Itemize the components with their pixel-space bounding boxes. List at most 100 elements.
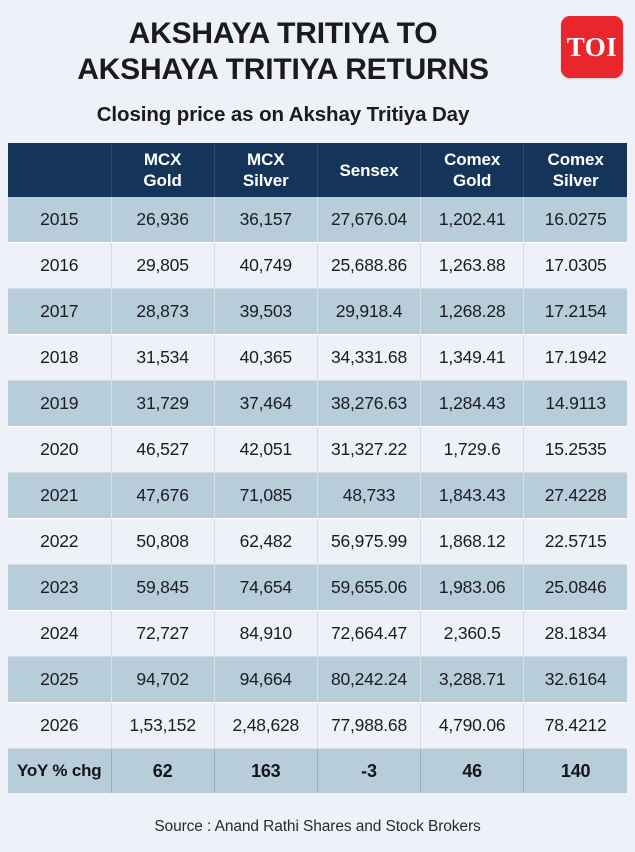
toi-logo-text: TOI — [566, 31, 618, 62]
cell-value: 1,868.12 — [420, 518, 525, 565]
cell-value: 29,805 — [111, 242, 215, 289]
cell-value: 14.9113 — [523, 380, 627, 427]
table-row: 2017 28,873 39,503 29,918.4 1,268.28 17.2154 — [8, 288, 627, 335]
table-row: 2026 1,53,152 2,48,628 77,988.68 4,790.06 78.… — [8, 702, 627, 749]
cell-total-value: 140 — [523, 748, 627, 793]
column-header-year — [8, 143, 112, 197]
cell-year: 2022 — [8, 518, 112, 565]
cell-value: 28,873 — [111, 288, 215, 335]
table-body: 2015 26,936 36,157 27,676.04 1,202.41 16.0275… — [8, 197, 627, 793]
cell-value: 25,688.86 — [317, 242, 422, 289]
cell-value: 40,365 — [214, 334, 318, 381]
cell-value: 17.2154 — [523, 288, 627, 335]
cell-value: 2,360.5 — [420, 610, 525, 657]
table-row: 2020 46,527 42,051 31,327.22 1,729.6 15.2535 — [8, 426, 627, 473]
table-row: 2021 47,676 71,085 48,733 1,843.43 27.4228 — [8, 472, 627, 519]
cell-year: 2019 — [8, 380, 112, 427]
cell-value: 1,983.06 — [420, 564, 525, 611]
cell-value: 22.5715 — [523, 518, 627, 565]
table-header-row: MCX Gold MCX Silver Sensex Comex Gold — [8, 143, 627, 197]
cell-value: 3,288.71 — [420, 656, 525, 703]
cell-value: 42,051 — [214, 426, 318, 473]
cell-value: 31,534 — [111, 334, 215, 381]
title-block: AKSHAYA TRITIYA TO AKSHAYA TRITIYA RETUR… — [18, 16, 548, 128]
cell-value: 34,331.68 — [317, 334, 422, 381]
table-row: 2016 29,805 40,749 25,688.86 1,263.88 17.0305 — [8, 242, 627, 289]
cell-value: 77,988.68 — [317, 702, 422, 749]
table-row: 2023 59,845 74,654 59,655.06 1,983.06 25.0846 — [8, 564, 627, 611]
page-title-line-1: AKSHAYA TRITIYA TO — [128, 17, 438, 50]
cell-value: 1,843.43 — [420, 472, 525, 519]
cell-value: 1,53,152 — [111, 702, 215, 749]
cell-value: 32.6164 — [523, 656, 627, 703]
column-header-sensex: Sensex — [317, 143, 422, 197]
column-header-mcx-silver-line1: MCX — [247, 150, 285, 169]
cell-value: 71,085 — [214, 472, 318, 519]
cell-year: 2023 — [8, 564, 112, 611]
cell-value: 78.4212 — [523, 702, 627, 749]
cell-value: 1,268.28 — [420, 288, 525, 335]
cell-value: 31,327.22 — [317, 426, 422, 473]
table-row: 2022 50,808 62,482 56,975.99 1,868.12 22.5715 — [8, 518, 627, 565]
column-header-mcx-gold-line1: MCX — [143, 150, 182, 169]
cell-year: 2016 — [8, 242, 112, 289]
column-header-comex-silver: Comex Silver — [523, 143, 627, 197]
cell-value: 1,349.41 — [420, 334, 525, 381]
cell-value: 17.0305 — [523, 242, 627, 289]
cell-value: 26,936 — [111, 197, 215, 243]
column-header-comex-silver-line1: Comex — [547, 150, 604, 169]
cell-value: 31,729 — [111, 380, 215, 427]
cell-year: 2018 — [8, 334, 112, 381]
cell-value: 27,676.04 — [317, 197, 422, 243]
cell-value: 36,157 — [214, 197, 318, 243]
cell-value: 59,655.06 — [317, 564, 422, 611]
table-row: 2025 94,702 94,664 80,242.24 3,288.71 32.6164 — [8, 656, 627, 703]
cell-year: 2020 — [8, 426, 112, 473]
cell-value: 16.0275 — [523, 197, 627, 243]
cell-year: 2024 — [8, 610, 112, 657]
table-header: MCX Gold MCX Silver Sensex Comex Gold — [8, 143, 627, 197]
cell-total-value: 46 — [420, 748, 525, 793]
cell-value: 46,527 — [111, 426, 215, 473]
cell-value: 84,910 — [214, 610, 318, 657]
table-row: 2019 31,729 37,464 38,276.63 1,284.43 14.9113 — [8, 380, 627, 427]
column-header-mcx-silver: MCX Silver — [214, 143, 318, 197]
column-header-comex-gold-line1: Comex — [444, 150, 501, 169]
cell-value: 40,749 — [214, 242, 318, 289]
column-header-mcx-gold-line2: Gold — [143, 171, 182, 190]
cell-value: 4,790.06 — [420, 702, 525, 749]
page-title-line-2: AKSHAYA TRITIYA RETURNS — [77, 53, 489, 86]
cell-value: 25.0846 — [523, 564, 627, 611]
cell-value: 38,276.63 — [317, 380, 422, 427]
cell-value: 39,503 — [214, 288, 318, 335]
cell-value: 94,664 — [214, 656, 318, 703]
returns-table-wrapper: MCX Gold MCX Silver Sensex Comex Gold — [8, 143, 627, 793]
cell-year: 2021 — [8, 472, 112, 519]
cell-value: 28.1834 — [523, 610, 627, 657]
cell-value: 1,263.88 — [420, 242, 525, 289]
cell-value: 59,845 — [111, 564, 215, 611]
column-header-mcx-silver-line2: Silver — [242, 171, 289, 190]
table-row: 2015 26,936 36,157 27,676.04 1,202.41 16.0275 — [8, 197, 627, 243]
cell-value: 2,48,628 — [214, 702, 318, 749]
cell-value: 74,654 — [214, 564, 318, 611]
cell-value: 17.1942 — [523, 334, 627, 381]
table-total-row: YoY % chg 62 163 -3 46 140 — [8, 748, 627, 793]
cell-year: 2025 — [8, 656, 112, 703]
column-header-mcx-gold: MCX Gold — [111, 143, 215, 197]
toi-logo: TOI — [561, 16, 623, 78]
cell-value: 15.2535 — [523, 426, 627, 473]
cell-year: 2017 — [8, 288, 112, 335]
table-row: 2024 72,727 84,910 72,664.47 2,360.5 28.1834 — [8, 610, 627, 657]
cell-value: 27.4228 — [523, 472, 627, 519]
cell-value: 1,202.41 — [420, 197, 525, 243]
returns-table: MCX Gold MCX Silver Sensex Comex Gold — [8, 143, 627, 793]
cell-value: 48,733 — [317, 472, 422, 519]
cell-value: 37,464 — [214, 380, 318, 427]
cell-value: 72,664.47 — [317, 610, 422, 657]
cell-value: 80,242.24 — [317, 656, 422, 703]
column-header-comex-gold: Comex Gold — [420, 143, 525, 197]
cell-value: 1,284.43 — [420, 380, 525, 427]
header: AKSHAYA TRITIYA TO AKSHAYA TRITIYA RETUR… — [0, 0, 635, 128]
